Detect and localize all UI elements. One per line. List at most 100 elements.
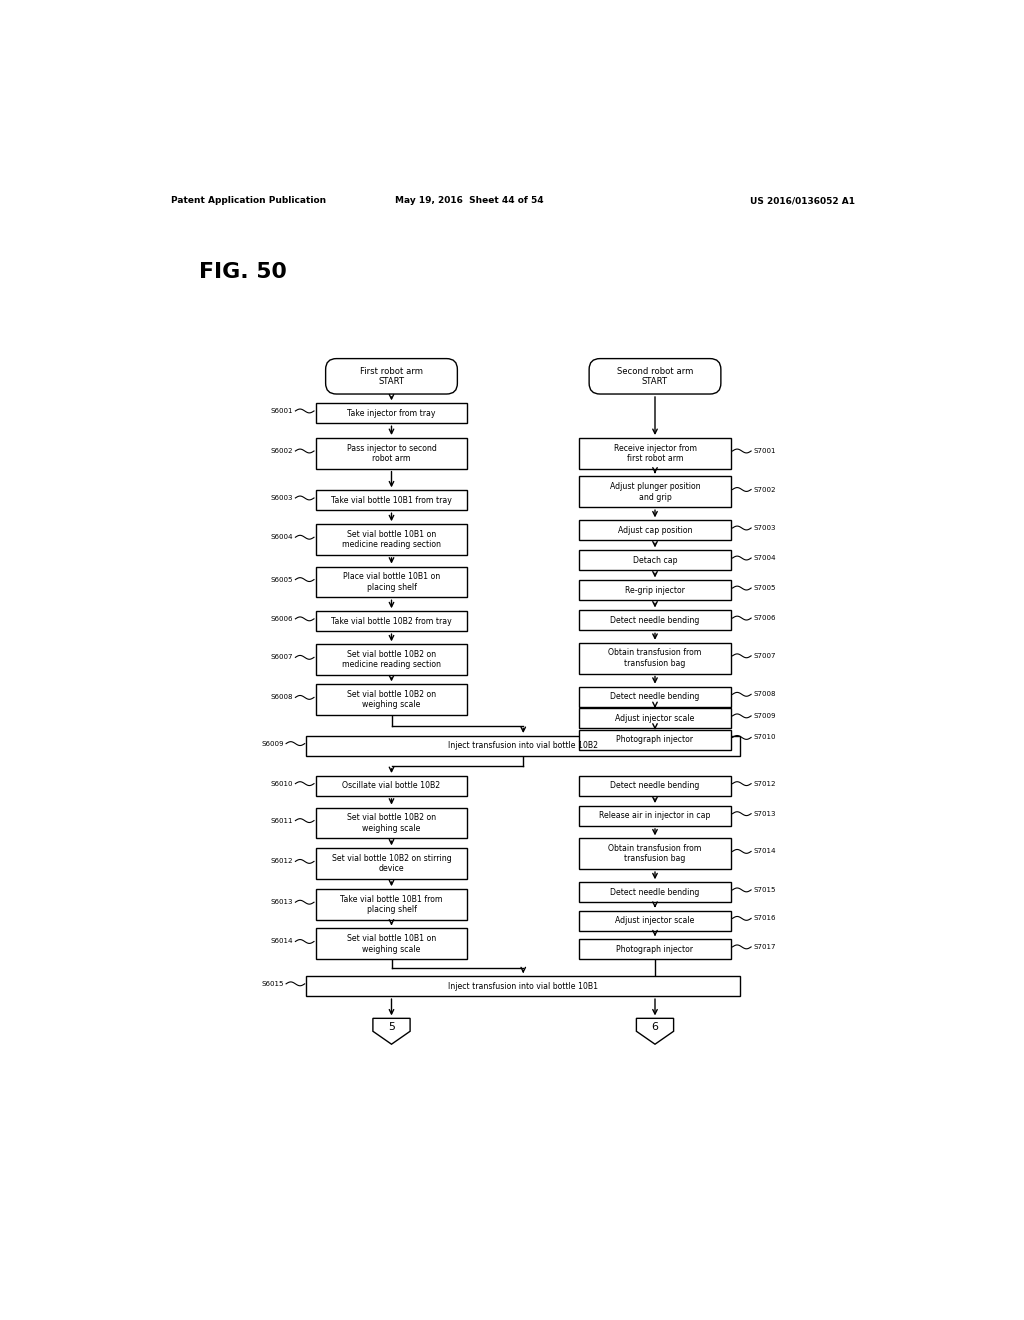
Text: S6006: S6006 — [270, 616, 293, 622]
Text: S7008: S7008 — [754, 692, 776, 697]
Text: Pass injector to second
robot arm: Pass injector to second robot arm — [346, 444, 436, 463]
Text: S7013: S7013 — [754, 810, 776, 817]
Bar — [315, 566, 467, 598]
Bar — [579, 882, 731, 903]
Text: Set vial bottle 10B2 on
weighing scale: Set vial bottle 10B2 on weighing scale — [347, 690, 436, 709]
Bar — [315, 524, 467, 554]
Text: Adjust injector scale: Adjust injector scale — [615, 916, 694, 925]
Bar — [579, 708, 731, 729]
Bar — [579, 730, 731, 750]
Bar — [315, 404, 467, 424]
Text: 6: 6 — [651, 1022, 658, 1032]
Bar — [579, 838, 731, 869]
Text: S6008: S6008 — [270, 694, 293, 701]
Text: Detect needle bending: Detect needle bending — [610, 888, 699, 896]
Text: Patent Application Publication: Patent Application Publication — [171, 197, 326, 205]
Text: S7014: S7014 — [754, 849, 776, 854]
Bar — [315, 776, 467, 796]
Text: S6003: S6003 — [270, 495, 293, 502]
Text: First robot arm
START: First robot arm START — [360, 367, 423, 385]
Bar — [579, 643, 731, 673]
Bar — [315, 890, 467, 920]
Bar — [315, 611, 467, 631]
Text: Set vial bottle 10B1 on
medicine reading section: Set vial bottle 10B1 on medicine reading… — [342, 529, 441, 549]
Text: Oscillate vial bottle 10B2: Oscillate vial bottle 10B2 — [342, 781, 440, 791]
Bar — [579, 776, 731, 796]
FancyBboxPatch shape — [326, 359, 458, 395]
Text: Release air in injector in cap: Release air in injector in cap — [599, 812, 711, 821]
Text: Take vial bottle 10B2 from tray: Take vial bottle 10B2 from tray — [331, 616, 452, 626]
Text: Re-grip injector: Re-grip injector — [625, 586, 685, 595]
Bar — [579, 550, 731, 570]
Text: Place vial bottle 10B1 on
placing shelf: Place vial bottle 10B1 on placing shelf — [343, 572, 440, 591]
Bar — [306, 737, 740, 756]
Text: S7004: S7004 — [754, 554, 776, 561]
Text: Second robot arm
START: Second robot arm START — [616, 367, 693, 385]
Bar — [579, 686, 731, 706]
Text: Inject transfusion into vial bottle 10B2: Inject transfusion into vial bottle 10B2 — [449, 742, 598, 750]
Text: Adjust injector scale: Adjust injector scale — [615, 714, 694, 722]
Text: S7005: S7005 — [754, 585, 776, 591]
Bar — [315, 808, 467, 838]
Text: S6004: S6004 — [270, 535, 293, 540]
Bar — [579, 581, 731, 601]
Bar — [306, 977, 740, 997]
Text: S6007: S6007 — [270, 655, 293, 660]
Text: S6012: S6012 — [270, 858, 293, 865]
Bar — [315, 684, 467, 715]
Text: Detach cap: Detach cap — [633, 556, 677, 565]
Text: Inject transfusion into vial bottle 10B1: Inject transfusion into vial bottle 10B1 — [449, 982, 598, 990]
Bar — [579, 520, 731, 540]
Text: Photograph injector: Photograph injector — [616, 735, 693, 744]
Text: Adjust cap position: Adjust cap position — [617, 525, 692, 535]
Text: S6001: S6001 — [270, 408, 293, 414]
Text: S7016: S7016 — [754, 915, 776, 921]
Text: Take injector from tray: Take injector from tray — [347, 409, 436, 417]
Bar — [315, 849, 467, 879]
Text: Set vial bottle 10B2 on stirring
device: Set vial bottle 10B2 on stirring device — [332, 854, 452, 874]
Bar — [315, 644, 467, 675]
Text: Set vial bottle 10B2 on
weighing scale: Set vial bottle 10B2 on weighing scale — [347, 813, 436, 833]
Text: Detect needle bending: Detect needle bending — [610, 781, 699, 791]
Text: S7009: S7009 — [754, 713, 776, 719]
Bar — [315, 438, 467, 469]
Text: US 2016/0136052 A1: US 2016/0136052 A1 — [750, 197, 855, 205]
Text: S7006: S7006 — [754, 615, 776, 622]
Bar — [579, 911, 731, 931]
Text: Set vial bottle 10B2 on
medicine reading section: Set vial bottle 10B2 on medicine reading… — [342, 649, 441, 669]
Text: S7007: S7007 — [754, 653, 776, 659]
Text: S6013: S6013 — [270, 899, 293, 906]
FancyBboxPatch shape — [589, 359, 721, 395]
Text: Obtain transfusion from
transfusion bag: Obtain transfusion from transfusion bag — [608, 843, 701, 863]
Text: S7017: S7017 — [754, 944, 776, 950]
Text: S7015: S7015 — [754, 887, 776, 892]
Bar — [579, 610, 731, 631]
Text: Obtain transfusion from
transfusion bag: Obtain transfusion from transfusion bag — [608, 648, 701, 668]
Polygon shape — [373, 1018, 410, 1044]
Text: S7012: S7012 — [754, 780, 776, 787]
Bar — [579, 438, 731, 469]
Text: Take vial bottle 10B1 from tray: Take vial bottle 10B1 from tray — [331, 496, 452, 504]
Text: Set vial bottle 10B1 on
weighing scale: Set vial bottle 10B1 on weighing scale — [347, 935, 436, 953]
Text: Take vial bottle 10B1 from
placing shelf: Take vial bottle 10B1 from placing shelf — [340, 895, 442, 915]
Text: 5: 5 — [388, 1022, 395, 1032]
Text: FIG. 50: FIG. 50 — [200, 263, 287, 282]
Text: S6009: S6009 — [261, 741, 284, 747]
Text: S6014: S6014 — [270, 939, 293, 945]
Text: S6002: S6002 — [270, 447, 293, 454]
Text: Detect needle bending: Detect needle bending — [610, 616, 699, 624]
Text: S6010: S6010 — [270, 780, 293, 787]
Text: S7001: S7001 — [754, 447, 776, 454]
Bar — [579, 807, 731, 826]
Bar — [579, 940, 731, 960]
Text: S7002: S7002 — [754, 487, 776, 492]
Text: Receive injector from
first robot arm: Receive injector from first robot arm — [613, 444, 696, 463]
Text: S7003: S7003 — [754, 525, 776, 531]
Text: S7010: S7010 — [754, 734, 776, 741]
Text: Photograph injector: Photograph injector — [616, 945, 693, 953]
Bar — [315, 928, 467, 960]
Polygon shape — [636, 1018, 674, 1044]
Text: Detect needle bending: Detect needle bending — [610, 692, 699, 701]
Text: Adjust plunger position
and grip: Adjust plunger position and grip — [609, 482, 700, 502]
Text: May 19, 2016  Sheet 44 of 54: May 19, 2016 Sheet 44 of 54 — [394, 197, 544, 205]
